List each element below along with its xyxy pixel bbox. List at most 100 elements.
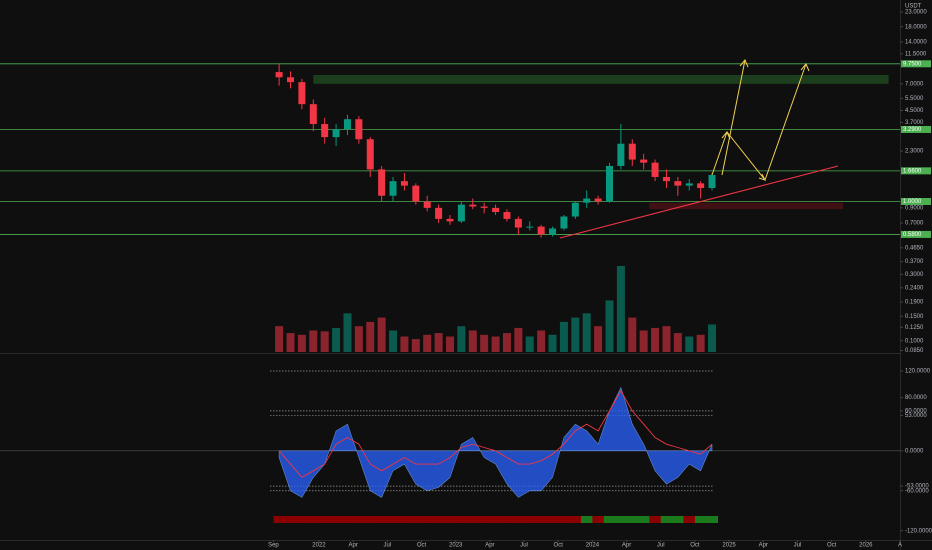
candle-body (708, 174, 716, 189)
signal-cell (546, 516, 559, 523)
signal-cell (467, 516, 479, 523)
signal-cell (501, 516, 513, 523)
y-tick-label: 0.7000 (905, 221, 924, 227)
signal-cell (592, 516, 605, 523)
candle-body (697, 183, 705, 189)
candle-body (503, 212, 511, 219)
y-tick-label: 14.0000 (905, 39, 927, 45)
candle-body (560, 216, 568, 229)
candle-body (287, 77, 295, 83)
y-tick-label: 0.3700 (905, 259, 924, 265)
signal-cell (649, 516, 662, 523)
signal-cell (603, 516, 616, 523)
y-tick-label: 0.0850 (905, 348, 924, 354)
y-tick-label: 4.5000 (905, 108, 924, 114)
candle-body (275, 72, 283, 78)
oscillator-line (278, 389, 713, 478)
candle-body (605, 165, 613, 202)
x-tick-label: Oct (554, 543, 564, 549)
signal-cell (284, 516, 297, 523)
volume-bar (628, 317, 637, 352)
y-tick-label: 2.3000 (905, 149, 924, 155)
volume-bar (491, 336, 500, 352)
signal-cell (387, 516, 400, 523)
candle-body (355, 119, 363, 140)
candle-body (583, 198, 591, 203)
y-tick-label: 7.0000 (905, 81, 924, 87)
candle-body (412, 185, 420, 202)
projection-arrow (711, 63, 807, 182)
level-tag-label: 1.6600 (903, 168, 922, 174)
candle-body (628, 143, 636, 160)
arrow-head (721, 131, 731, 140)
oscillator-area (278, 386, 713, 498)
level-tag-label: 1.0000 (903, 199, 922, 205)
volume-bar (685, 336, 694, 352)
candle-body (514, 218, 522, 228)
candle-body (332, 129, 340, 138)
signal-cell (296, 516, 308, 523)
x-tick-label: Jul (384, 543, 392, 549)
candle-body (457, 204, 465, 222)
candle-body (594, 198, 602, 202)
candle-body (571, 202, 579, 217)
x-tick-label: Oct (690, 543, 700, 549)
volume-bar (275, 326, 284, 352)
volume-bar (548, 334, 557, 352)
x-tick-label: Apr (485, 543, 494, 549)
volume-bar (377, 317, 386, 352)
candle-body (446, 218, 454, 222)
y-tick-label: 0.1250 (905, 325, 924, 331)
y-tick-label: 23.0000 (905, 9, 927, 15)
projection-arrow (721, 59, 746, 176)
signal-cell (637, 516, 650, 523)
volume-bar (389, 330, 398, 352)
candle-body (389, 181, 397, 196)
volume-bar (332, 327, 341, 352)
x-tick-label: Jul (520, 543, 528, 549)
volume-bar (525, 336, 534, 352)
zone (313, 75, 889, 84)
volume-bar (354, 326, 363, 352)
signal-cell (318, 516, 331, 523)
level-tag (901, 60, 931, 68)
candle-body (662, 176, 670, 182)
volume-bar (651, 327, 660, 352)
signal-cell (615, 516, 627, 523)
x-tick-label: Jul (794, 543, 802, 549)
candle-body (617, 143, 625, 166)
signal-cell (581, 516, 593, 523)
volume-bar (594, 326, 603, 352)
arrow-head (739, 59, 749, 68)
plot: 9.7500 3.2900 1.6600 1.0000 0.5800 23.0000 18.… (0, 9, 932, 549)
level-tag (901, 197, 931, 205)
signal-cell (626, 516, 639, 523)
signal-cell (307, 516, 320, 523)
volume-bar (434, 333, 443, 352)
volume-bar (366, 321, 375, 352)
x-tick-label: A (898, 543, 902, 549)
currency-label: USDT (905, 4, 922, 10)
y-tick-label: 0.1500 (905, 314, 924, 320)
level-tag-label: 3.2900 (903, 127, 922, 133)
volume-bar (446, 336, 454, 352)
signal-cell (353, 516, 365, 523)
y-tick-label: 0.1900 (905, 299, 924, 305)
y-tick-label: 60.0000 (905, 408, 927, 414)
candle-body (549, 228, 557, 235)
trend-line (559, 165, 839, 239)
signal-cell (489, 516, 502, 523)
signal-cell (672, 516, 684, 523)
y-tick-label: 0.9000 (905, 205, 924, 211)
volume-bar (559, 321, 568, 352)
volume-bar (582, 313, 591, 352)
signal-cell (694, 516, 707, 523)
volume-bar (457, 326, 466, 352)
volume-bar (297, 334, 306, 352)
volume-bar (320, 331, 329, 352)
signal-cell (273, 516, 286, 523)
candle-body (651, 162, 659, 177)
y-tick-label: -53.0000 (905, 484, 929, 490)
